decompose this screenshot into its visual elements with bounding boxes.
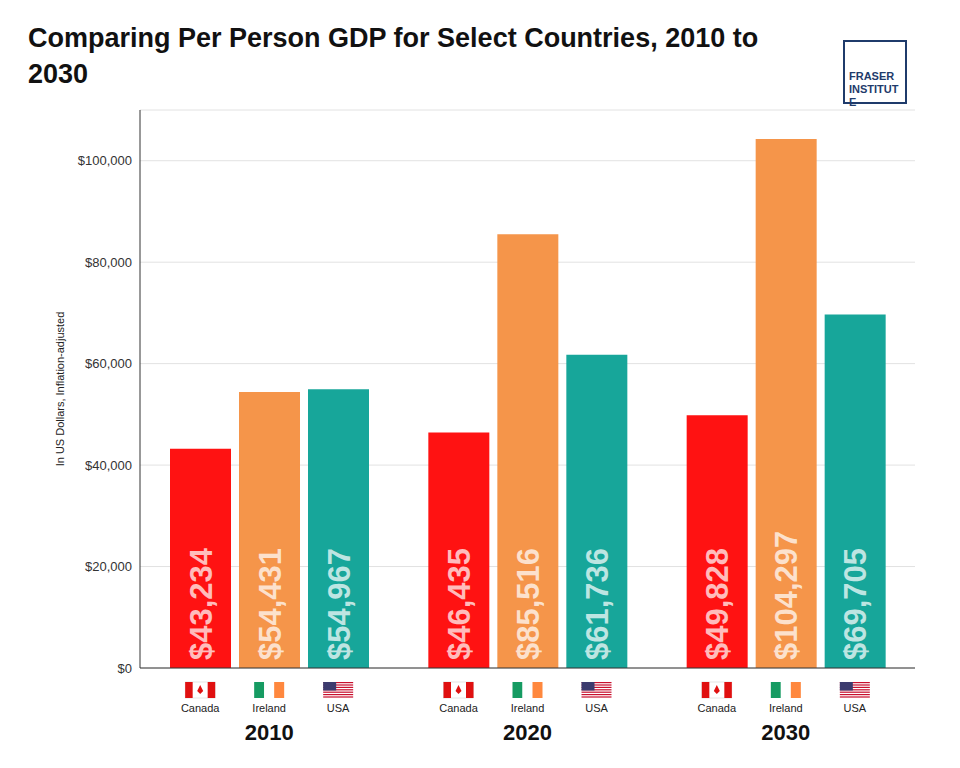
svg-text:Canada: Canada bbox=[698, 702, 737, 714]
svg-text:2020: 2020 bbox=[503, 720, 552, 745]
svg-text:$85,516: $85,516 bbox=[511, 548, 546, 660]
html-text:Comparing Per Person GDP for S: Comparing Per Person GDP for Select Coun… bbox=[28, 23, 759, 89]
svg-text:$104,297: $104,297 bbox=[769, 531, 804, 660]
svg-text:Ireland: Ireland bbox=[252, 702, 286, 714]
svg-text:USA: USA bbox=[327, 702, 350, 714]
svg-text:$54,967: $54,967 bbox=[322, 548, 357, 660]
svg-text:$80,000: $80,000 bbox=[85, 255, 132, 270]
svg-text:USA: USA bbox=[844, 702, 867, 714]
svg-text:$54,431: $54,431 bbox=[253, 548, 288, 660]
svg-text:Canada: Canada bbox=[439, 702, 478, 714]
svg-text:Ireland: Ireland bbox=[769, 702, 803, 714]
svg-text:USA: USA bbox=[585, 702, 608, 714]
svg-text:Ireland: Ireland bbox=[511, 702, 545, 714]
html-text:FRASER INSTITUTE: FRASER INSTITUTE bbox=[849, 70, 899, 108]
svg-text:$20,000: $20,000 bbox=[85, 559, 132, 574]
svg-text:2010: 2010 bbox=[245, 720, 294, 745]
svg-text:$61,736: $61,736 bbox=[580, 548, 615, 660]
svg-text:$69,705: $69,705 bbox=[838, 548, 873, 660]
svg-text:$49,828: $49,828 bbox=[700, 548, 735, 660]
svg-text:$60,000: $60,000 bbox=[85, 356, 132, 371]
svg-text:$40,000: $40,000 bbox=[85, 458, 132, 473]
svg-text:$100,000: $100,000 bbox=[78, 153, 132, 168]
svg-text:$46,435: $46,435 bbox=[442, 548, 477, 660]
svg-text:$43,234: $43,234 bbox=[184, 547, 219, 660]
svg-text:Canada: Canada bbox=[181, 702, 220, 714]
svg-text:In US Dollars, Inflation-adjus: In US Dollars, Inflation-adjusted bbox=[54, 312, 66, 467]
svg-text:2030: 2030 bbox=[761, 720, 810, 745]
svg-text:$0: $0 bbox=[118, 661, 132, 676]
